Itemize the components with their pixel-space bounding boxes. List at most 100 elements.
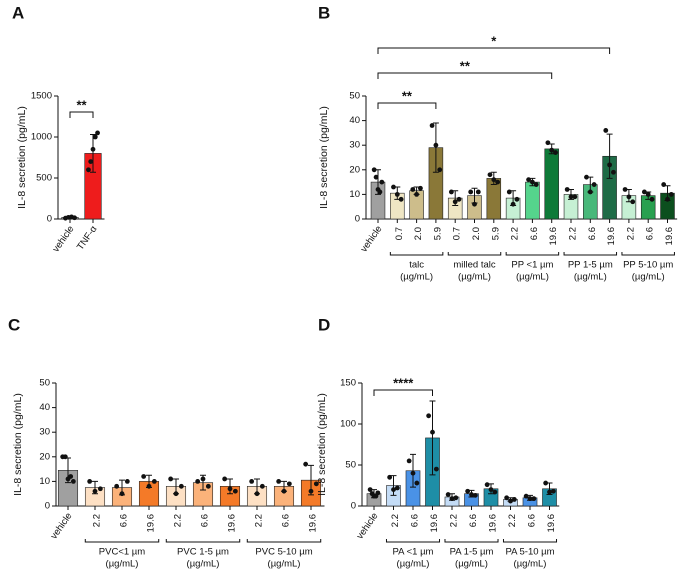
data-point (151, 479, 157, 484)
data-point (630, 199, 636, 205)
group-label: (µg/mL) (516, 272, 549, 283)
x-tick-label: vehicle (51, 224, 77, 255)
group-label: (µg/mL) (574, 272, 607, 283)
data-point (406, 458, 412, 464)
y-tick-label: 50 (349, 91, 360, 102)
group-label: PP 1-5 µm (568, 260, 613, 271)
data-point (178, 483, 184, 489)
error-bar (429, 400, 436, 476)
data-point (87, 479, 93, 484)
data-point (72, 215, 77, 221)
group-label: PA 1-5 µm (450, 547, 494, 558)
data-point (572, 194, 578, 200)
data-point (465, 488, 471, 494)
data-point (394, 485, 400, 491)
significance-label: ** (460, 58, 471, 73)
x-tick-label: 2.2 (254, 514, 265, 527)
data-point (645, 192, 651, 197)
data-point (587, 189, 593, 195)
data-point (506, 189, 512, 195)
data-point (641, 189, 647, 195)
data-point (665, 196, 670, 202)
x-tick-label: 6.6 (529, 227, 540, 240)
data-point (484, 482, 490, 488)
data-point (492, 489, 498, 495)
data-point (495, 179, 501, 185)
y-tick-label: 1500 (31, 91, 52, 102)
data-point (487, 172, 493, 178)
panel-label: A (12, 3, 24, 22)
significance-bracket (69, 111, 94, 118)
x-tick-label: 19.6 (488, 514, 499, 533)
data-point (510, 201, 516, 207)
data-point (168, 476, 174, 482)
x-tick-label: 5.9 (432, 227, 443, 240)
group-bracket (447, 252, 502, 256)
data-point (249, 479, 255, 484)
data-point (97, 486, 103, 492)
x-tick-label: 2.2 (92, 514, 103, 527)
group-bracket (505, 252, 560, 256)
data-point (549, 147, 555, 153)
bar (544, 148, 559, 220)
data-point (92, 134, 98, 140)
y-axis-label: IL-8 secretion (pg/mL) (12, 393, 24, 496)
data-point (373, 174, 379, 180)
data-point (491, 177, 497, 183)
panel-label: D (318, 315, 330, 334)
data-point (568, 194, 574, 200)
data-point (545, 140, 551, 146)
significance-bracket (377, 102, 437, 109)
data-point (472, 492, 478, 498)
group-label: milled talc (453, 260, 495, 271)
group-label: PVC 1-5 µm (177, 547, 229, 558)
x-tick-label: 19.6 (546, 514, 557, 533)
y-tick-label: 40 (39, 402, 50, 413)
data-point (603, 128, 609, 133)
y-tick-label: 40 (349, 115, 360, 126)
data-point (375, 490, 381, 496)
group-bracket (563, 252, 618, 256)
x-tick-label: TNF-α (75, 223, 100, 252)
data-point (371, 167, 377, 173)
y-tick-label: 20 (39, 451, 50, 462)
group-label: (µg/mL) (458, 272, 491, 283)
data-point (475, 189, 481, 195)
data-point (410, 470, 416, 476)
data-point (410, 187, 416, 192)
x-tick-label: vehicle (49, 511, 75, 542)
data-point (584, 174, 589, 180)
data-point (286, 481, 292, 487)
data-point (533, 182, 539, 187)
bar (525, 181, 540, 220)
data-point (141, 474, 147, 479)
y-tick-label: 0 (355, 214, 360, 225)
error-bar (90, 134, 96, 173)
panel-label: B (318, 3, 330, 22)
x-tick-label: vehicle (355, 511, 381, 542)
y-tick-label: 150 (340, 378, 356, 389)
x-tick-label: 6.6 (119, 514, 130, 527)
data-point (205, 483, 211, 489)
data-point (531, 496, 537, 502)
data-point (504, 495, 510, 501)
x-tick-label: 2.2 (568, 227, 579, 240)
data-point (668, 192, 674, 197)
significance-bracket (377, 72, 553, 79)
x-tick-label: 2.0 (471, 227, 482, 240)
error-bar (410, 453, 416, 488)
data-point (514, 196, 520, 202)
y-tick-label: 1000 (31, 132, 52, 143)
data-point (530, 179, 535, 185)
group-label: PVC<1 µm (99, 547, 145, 558)
x-tick-label: 2.2 (173, 514, 184, 527)
data-point (526, 177, 531, 183)
y-tick-label: 0 (351, 501, 356, 512)
data-point (511, 497, 517, 502)
data-point (591, 182, 597, 187)
group-bracket (502, 539, 558, 543)
data-point (70, 479, 76, 484)
data-point (433, 142, 439, 148)
data-point (95, 130, 100, 136)
group-label: (µg/mL) (400, 272, 433, 283)
